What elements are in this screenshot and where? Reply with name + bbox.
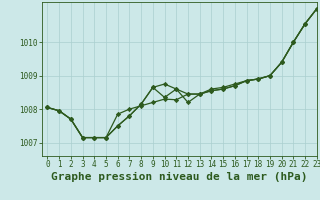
X-axis label: Graphe pression niveau de la mer (hPa): Graphe pression niveau de la mer (hPa) bbox=[51, 172, 308, 182]
